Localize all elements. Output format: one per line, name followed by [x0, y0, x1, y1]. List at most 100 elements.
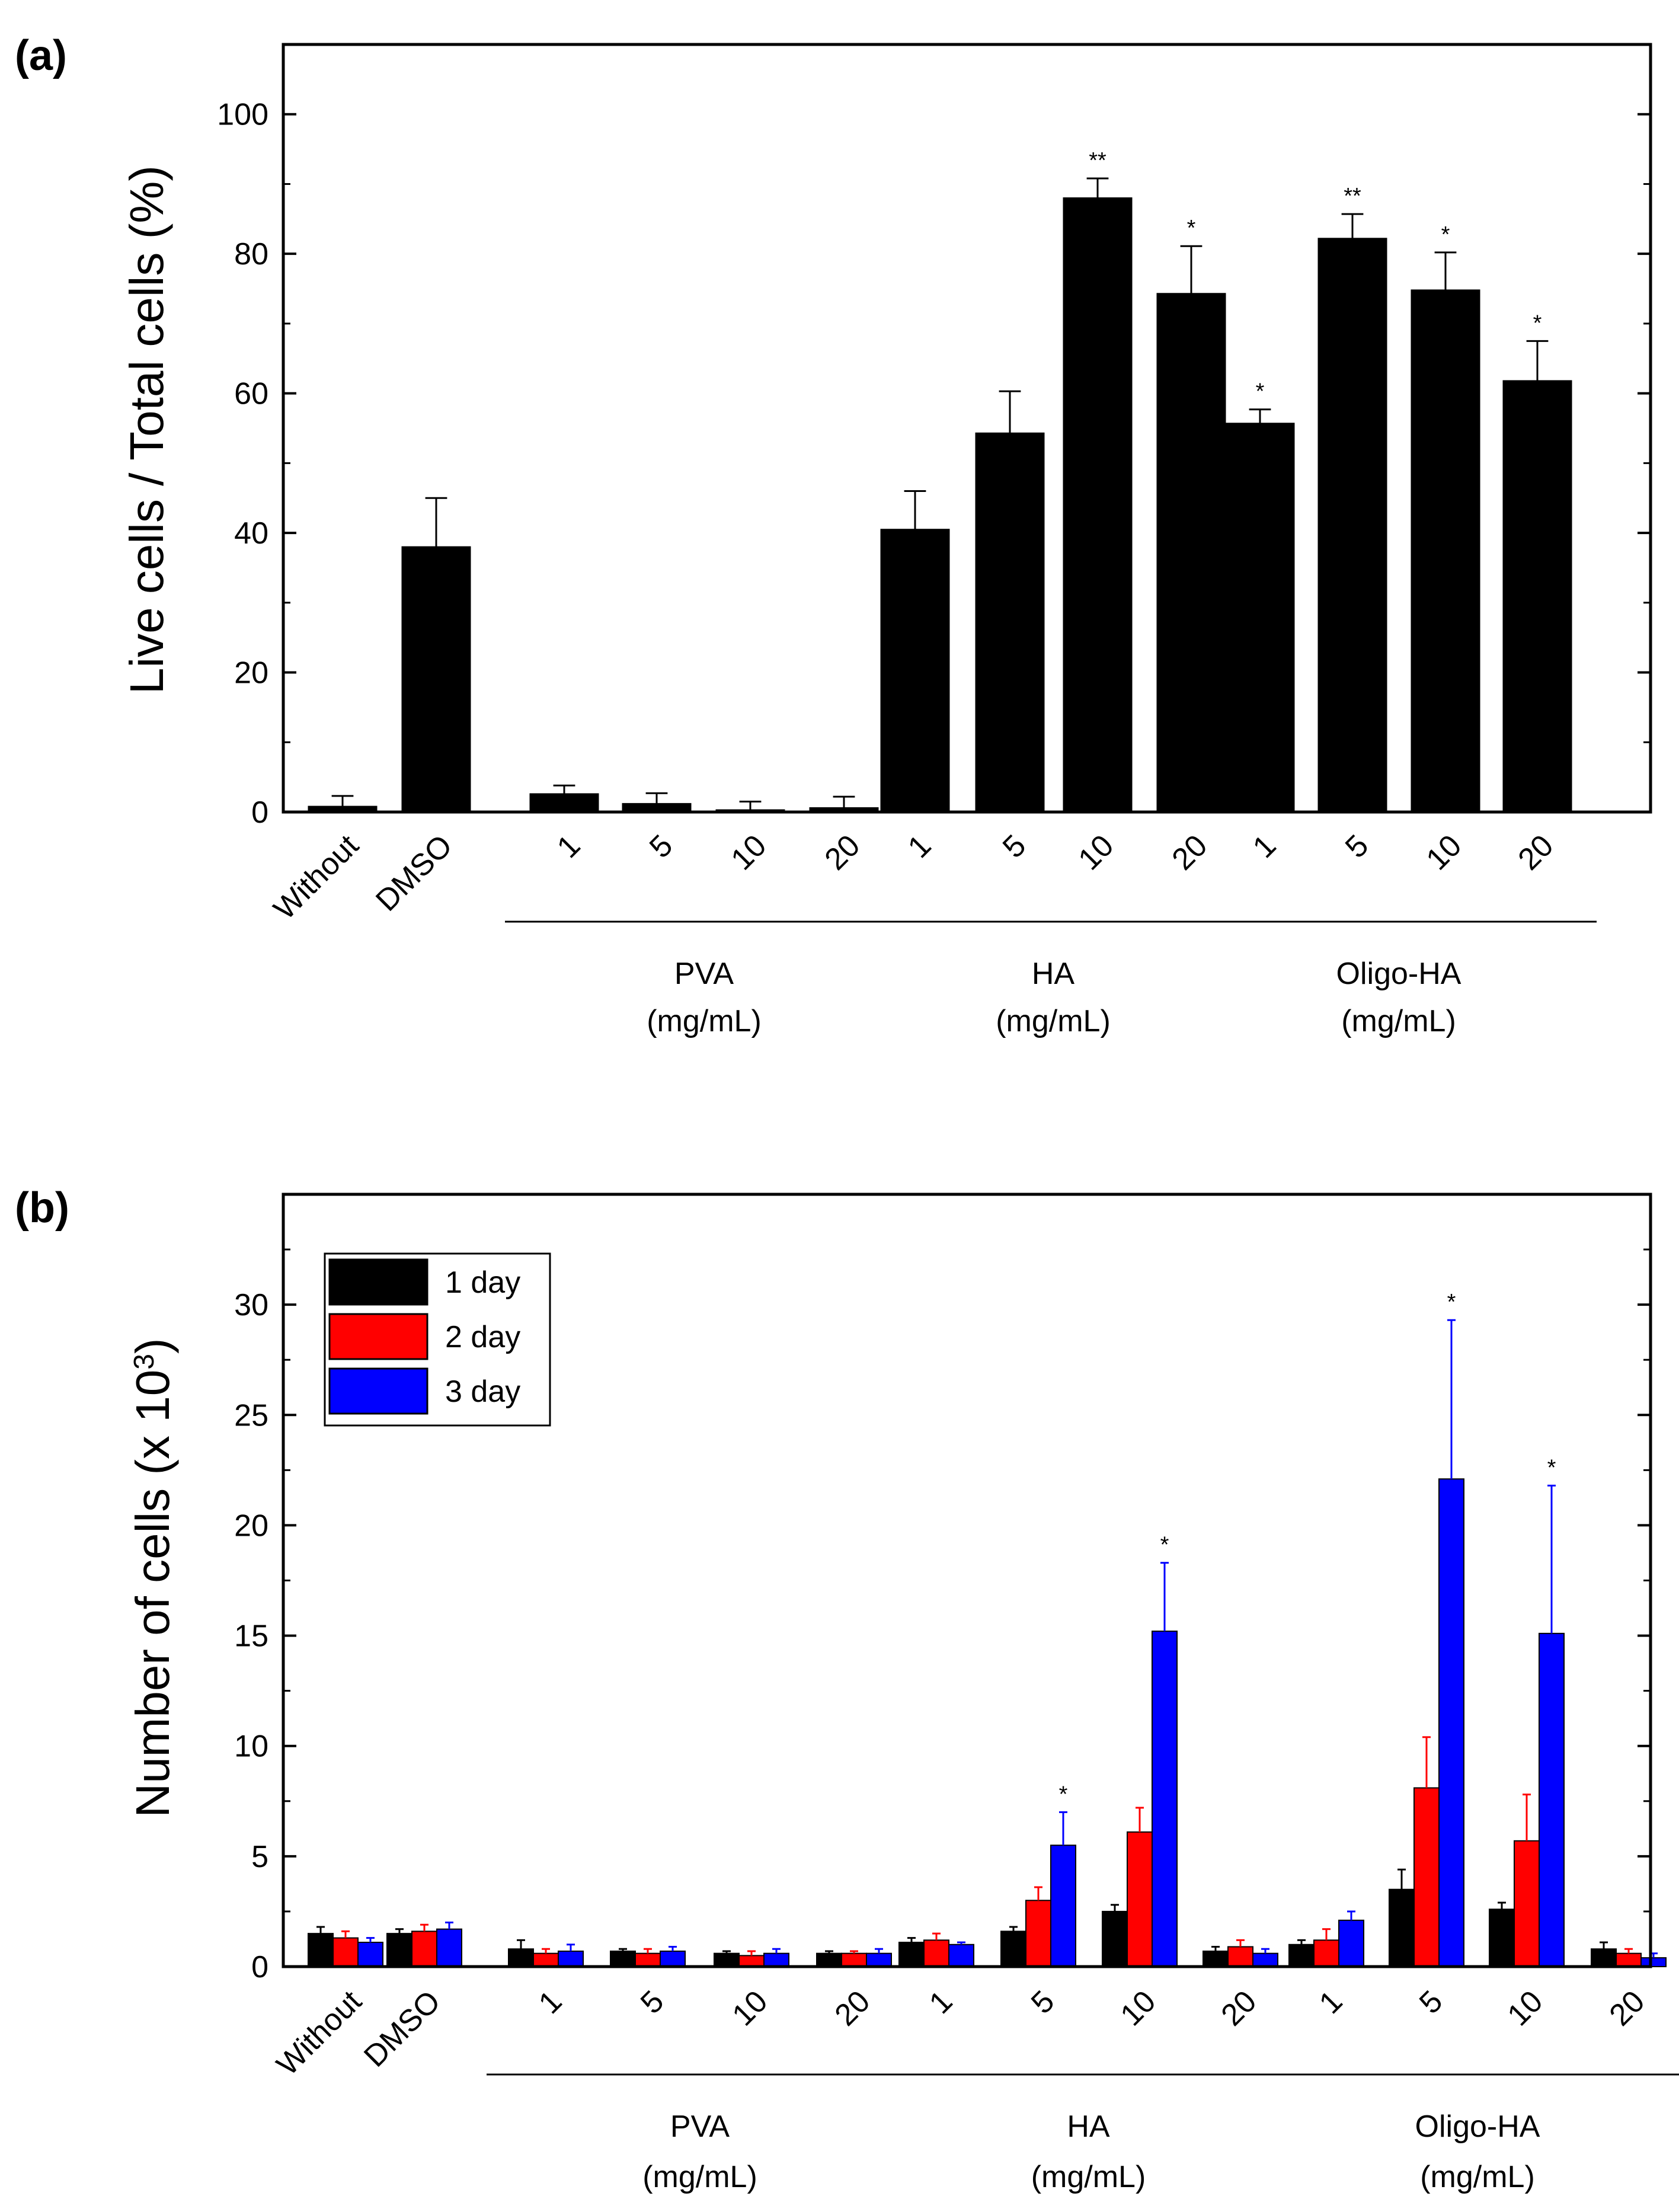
y-tick-label: 0 [251, 1950, 268, 1984]
y-tick-label: 20 [234, 656, 268, 691]
group-unit-label: (mg/mL) [642, 2160, 757, 2194]
bar [1616, 1952, 1642, 1967]
bar [1025, 1900, 1051, 1967]
y-tick-label: 30 [234, 1288, 268, 1322]
bar [1227, 1946, 1253, 1968]
bar [1050, 1845, 1076, 1968]
panel-label: (b) [15, 1184, 69, 1232]
bar [1252, 1952, 1278, 1967]
bar [529, 793, 599, 813]
y-tick-label: 25 [234, 1398, 268, 1433]
bar [841, 1952, 867, 1967]
group-label: PVA [674, 957, 734, 991]
bar [1317, 238, 1387, 813]
group-label: Oligo-HA [1336, 957, 1461, 991]
significance-marker: * [1547, 1455, 1556, 1480]
bar [763, 1952, 789, 1967]
significance-marker: ** [1089, 148, 1106, 173]
bar [508, 1948, 534, 1967]
group-unit-label: (mg/mL) [1031, 2160, 1146, 2194]
bar [1225, 423, 1295, 813]
group-unit-label: (mg/mL) [996, 1004, 1111, 1038]
bar [880, 529, 950, 813]
significance-marker: ** [1344, 184, 1361, 209]
significance-marker: * [1447, 1290, 1456, 1315]
y-tick-label: 0 [251, 795, 268, 830]
plot-frame [282, 1193, 1652, 1968]
bar [558, 1950, 584, 1967]
legend-label: 2 day [445, 1320, 520, 1354]
bar [1389, 1888, 1415, 1967]
significance-marker: * [1441, 222, 1450, 247]
bar [1539, 1632, 1565, 1968]
y-tick-label: 10 [234, 1730, 268, 1764]
significance-marker: * [1059, 1782, 1068, 1807]
legend-label: 3 day [445, 1374, 520, 1409]
bar [1156, 293, 1226, 813]
bar [533, 1952, 559, 1967]
group-label: HA [1067, 2109, 1110, 2144]
bar [332, 1937, 359, 1967]
bar [1288, 1944, 1315, 1968]
bar [948, 1944, 974, 1968]
bar [866, 1952, 892, 1967]
group-unit-label: (mg/mL) [1341, 1004, 1456, 1038]
bar [975, 432, 1045, 813]
bar [1102, 1910, 1128, 1967]
bar [401, 546, 471, 813]
y-tick-label: 40 [234, 516, 268, 551]
bar [1063, 197, 1133, 813]
group-label: HA [1032, 957, 1075, 991]
bar [1502, 380, 1572, 813]
panel-label: (a) [15, 32, 67, 79]
bar [308, 1933, 334, 1968]
y-tick-label: 80 [234, 237, 268, 271]
y-tick-label: 60 [234, 377, 268, 411]
group-unit-label: (mg/mL) [1420, 2160, 1535, 2194]
legend-swatch [328, 1313, 428, 1360]
bar [1152, 1631, 1178, 1967]
bar [714, 1952, 740, 1967]
bar [1413, 1787, 1440, 1967]
bar [816, 1952, 842, 1967]
bar [1127, 1831, 1153, 1968]
y-axis-title: Number of cells (x 103) [126, 1338, 179, 1817]
group-label: PVA [670, 2109, 730, 2144]
bar [660, 1950, 686, 1967]
bar [610, 1950, 636, 1967]
bar [386, 1933, 412, 1968]
group-label: Oligo-HA [1415, 2109, 1540, 2144]
bar [923, 1939, 949, 1967]
y-tick-label: 20 [234, 1508, 268, 1543]
y-axis-title: Live cells / Total cells (%) [120, 165, 173, 694]
legend-swatch [328, 1258, 428, 1306]
bar [738, 1955, 765, 1968]
legend-swatch [328, 1367, 428, 1415]
significance-marker: * [1533, 311, 1542, 335]
bar [357, 1942, 383, 1968]
y-tick-label: 5 [251, 1840, 268, 1874]
group-unit-label: (mg/mL) [647, 1004, 762, 1038]
y-tick-label: 100 [217, 98, 268, 132]
bar [411, 1930, 437, 1968]
bar [898, 1942, 925, 1968]
significance-marker: * [1160, 1533, 1169, 1558]
bar [1438, 1478, 1464, 1967]
significance-marker: * [1187, 216, 1196, 241]
bar [635, 1952, 661, 1967]
bar [1411, 289, 1480, 813]
significance-marker: * [1256, 379, 1265, 404]
bar [1591, 1948, 1617, 1967]
bar [436, 1928, 462, 1967]
legend-label: 1 day [445, 1265, 520, 1300]
bar [1313, 1939, 1339, 1967]
plot-frame [282, 43, 1652, 814]
bar [1514, 1840, 1540, 1967]
bar [1000, 1930, 1026, 1968]
y-tick-label: 15 [234, 1619, 268, 1654]
chart-panel-a: (a) Live cells / Total cells (%) 0 20 40 60 80… [15, 32, 1652, 1038]
bar [1203, 1950, 1229, 1967]
bar [1489, 1909, 1515, 1968]
